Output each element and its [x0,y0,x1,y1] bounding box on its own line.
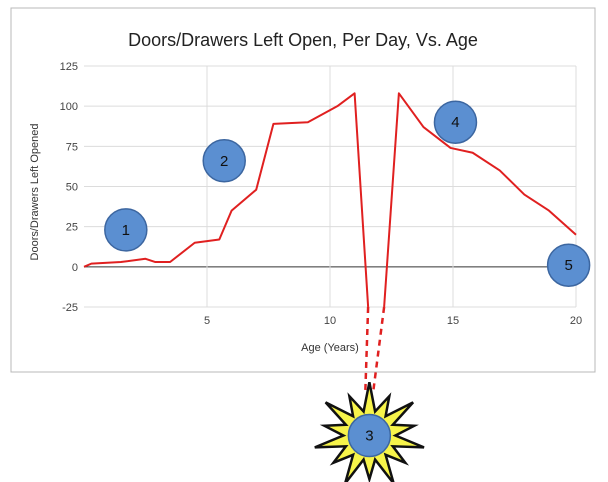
chart-title: Doors/Drawers Left Open, Per Day, Vs. Ag… [128,30,478,50]
annotation-marker-label: 4 [451,114,459,131]
annotation-marker-label: 1 [122,222,130,239]
grid-lines [84,65,577,308]
series-line [83,92,370,308]
x-tick-label: 20 [570,315,582,327]
x-tick-label: 5 [204,315,210,327]
x-axis-label: Age (Years) [301,342,359,354]
annotation-marker [546,243,591,287]
x-tick-labels: 5 10 15 20 [204,315,582,327]
annotation-marker-label: 5 [564,257,572,274]
y-tick-labels: -25 0 25 50 75 100 125 [60,61,78,314]
annotation-marker-label: 2 [220,153,228,170]
y-tick-label: 75 [66,141,78,153]
chart-frame [10,7,596,373]
dashed-drop-line [364,306,370,391]
annotation-marker-label: 3 [365,428,373,445]
annotation-marker [347,413,392,458]
y-tick-label: 125 [60,61,78,73]
y-axis-label: Doors/Drawers Left Opened [29,124,41,261]
y-tick-label: 50 [66,182,78,194]
series-group [83,92,577,308]
annotation-marker [202,139,246,183]
y-tick-label: -25 [62,302,78,314]
series-line [383,92,577,308]
y-tick-label: 25 [66,222,78,234]
annotation-marker [433,100,478,144]
y-tick-label: 100 [60,101,78,113]
x-tick-label: 10 [324,315,336,327]
x-tick-label: 15 [447,315,459,327]
annotation-markers: 1 2 3 4 5 [104,100,591,458]
annotation-marker [104,208,148,252]
dashed-drop-line [372,306,386,391]
y-tick-label: 0 [72,262,78,274]
